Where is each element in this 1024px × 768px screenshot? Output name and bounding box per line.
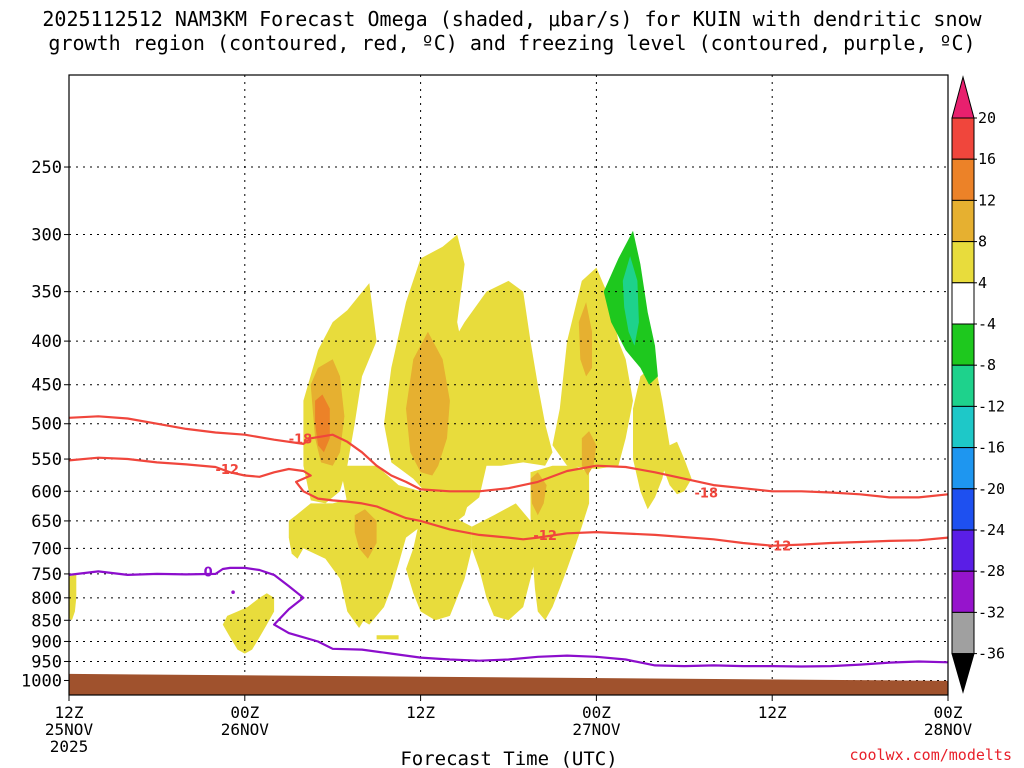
colorbar-label: 20 xyxy=(978,109,996,127)
x-tick-label: 00Z xyxy=(934,703,963,722)
omega-shaded-region-20 xyxy=(581,431,597,476)
colorbar-label: 12 xyxy=(978,191,996,209)
colorbar-label: -8 xyxy=(978,356,996,374)
colorbar-bottom-arrow xyxy=(951,653,975,694)
colorbar-label: -4 xyxy=(978,315,996,333)
y-tick-label: 750 xyxy=(31,565,62,585)
omega-shaded-region-11 xyxy=(662,441,692,495)
omega-shaded-region-24 xyxy=(622,256,639,346)
colorbar-box xyxy=(951,488,975,531)
x-tick-label: 12Z xyxy=(55,703,84,722)
y-tick-label: 950 xyxy=(31,652,62,672)
y-tick-label: 300 xyxy=(31,226,62,246)
colorbar-box xyxy=(951,323,975,366)
colorbar-label: 16 xyxy=(978,150,996,168)
omega-shaded-region-13 xyxy=(69,574,77,621)
colorbar-box xyxy=(951,570,975,613)
y-tick-label: 450 xyxy=(31,376,62,396)
y-tick-label: 250 xyxy=(31,158,62,178)
x-axis-title: Forecast Time (UTC) xyxy=(400,748,617,768)
credit-url[interactable]: coolwx.com/modelts xyxy=(849,746,1012,764)
omega-shaded-region-18 xyxy=(354,509,377,559)
omega-shaded-region-7 xyxy=(406,515,472,621)
x-tick-label: 27NOV xyxy=(572,720,621,739)
y-tick-label: 600 xyxy=(31,482,62,502)
y-tick-label: 550 xyxy=(31,450,62,470)
colorbar-label: -32 xyxy=(978,603,1005,621)
omega-shaded-region-8 xyxy=(471,503,538,621)
x-tick-label: 12Z xyxy=(406,703,435,722)
colorbar-label: -36 xyxy=(978,645,1005,663)
colorbar-label: 8 xyxy=(978,233,987,251)
contour-label: 0 xyxy=(204,565,213,580)
x-tick-label: 28NOV xyxy=(924,720,973,739)
y-tick-label: 850 xyxy=(31,611,62,631)
omega-shaded-region-12 xyxy=(222,593,275,654)
y-tick-label: 700 xyxy=(31,539,62,559)
y-tick-label: 350 xyxy=(31,283,62,303)
contour-label: -12 xyxy=(768,540,792,555)
y-tick-label: 900 xyxy=(31,632,62,652)
omega-shaded-region-21 xyxy=(578,302,592,377)
colorbar-label: -16 xyxy=(978,439,1005,457)
colorbar-top-arrow xyxy=(951,75,975,119)
contour-label: -18 xyxy=(695,487,719,502)
ground-fill xyxy=(69,673,948,695)
colorbar-box xyxy=(951,529,975,572)
colorbar-label: -28 xyxy=(978,562,1005,580)
colorbar-label: -20 xyxy=(978,480,1005,498)
contour-label: -12 xyxy=(215,463,239,478)
contour-line xyxy=(68,415,949,499)
x-tick-label: 00Z xyxy=(582,703,611,722)
colorbar-label: 4 xyxy=(978,274,987,292)
colorbar: 20 16 12 8 4 -4 -8 -12 -16 -20 -24 -28 -32 -36 xyxy=(951,75,1005,694)
omega-shaded-region-15 xyxy=(376,635,399,640)
x-tick-label: 00Z xyxy=(230,703,259,722)
contour-line xyxy=(68,456,949,547)
y-tick-label: 650 xyxy=(31,512,62,532)
colorbar-box xyxy=(951,364,975,407)
colorbar-box xyxy=(951,405,975,449)
colorbar-box xyxy=(951,117,975,160)
contour-label: -18 xyxy=(289,432,313,447)
omega-shaded-region-17 xyxy=(406,331,450,476)
colorbar-box xyxy=(951,199,975,243)
colorbar-box xyxy=(951,241,975,284)
x-tick-label: 12Z xyxy=(758,703,787,722)
colorbar-box xyxy=(951,158,975,201)
contour-label: -12 xyxy=(533,529,557,544)
x-tick-label: 2025 xyxy=(50,737,89,756)
chart-title-line-1: 2025112512 NAM3KM Forecast Omega (shaded… xyxy=(42,7,982,31)
grid-lines xyxy=(69,75,948,695)
omega-shaded-region-14 xyxy=(288,515,304,559)
contour-line xyxy=(68,566,949,668)
y-tick-label: 1000 xyxy=(21,671,62,691)
ground-layer xyxy=(69,673,948,695)
omega-shaded-region-9 xyxy=(530,465,590,621)
omega-shading-layer xyxy=(69,230,692,654)
omega-shaded-region-10 xyxy=(633,363,670,510)
colorbar-box xyxy=(951,611,975,655)
colorbar-box xyxy=(951,282,975,325)
colorbar-box xyxy=(951,447,975,490)
colorbar-label: -24 xyxy=(978,521,1005,539)
y-tick-label: 400 xyxy=(31,332,62,352)
colorbar-label: -12 xyxy=(978,397,1005,415)
chart-title-line-2: growth region (contoured, red, ºC) and f… xyxy=(48,31,976,55)
y-tick-label: 800 xyxy=(31,589,62,609)
freezing-level-dot xyxy=(231,590,235,595)
y-axis-ticks: 2503003504004505005506006507007508008509… xyxy=(21,158,69,691)
contour-layer: -18 -18 -12 -12 -12 0 xyxy=(68,415,949,668)
x-tick-label: 25NOV xyxy=(45,720,94,739)
x-tick-label: 26NOV xyxy=(221,720,270,739)
y-tick-label: 500 xyxy=(31,415,62,435)
